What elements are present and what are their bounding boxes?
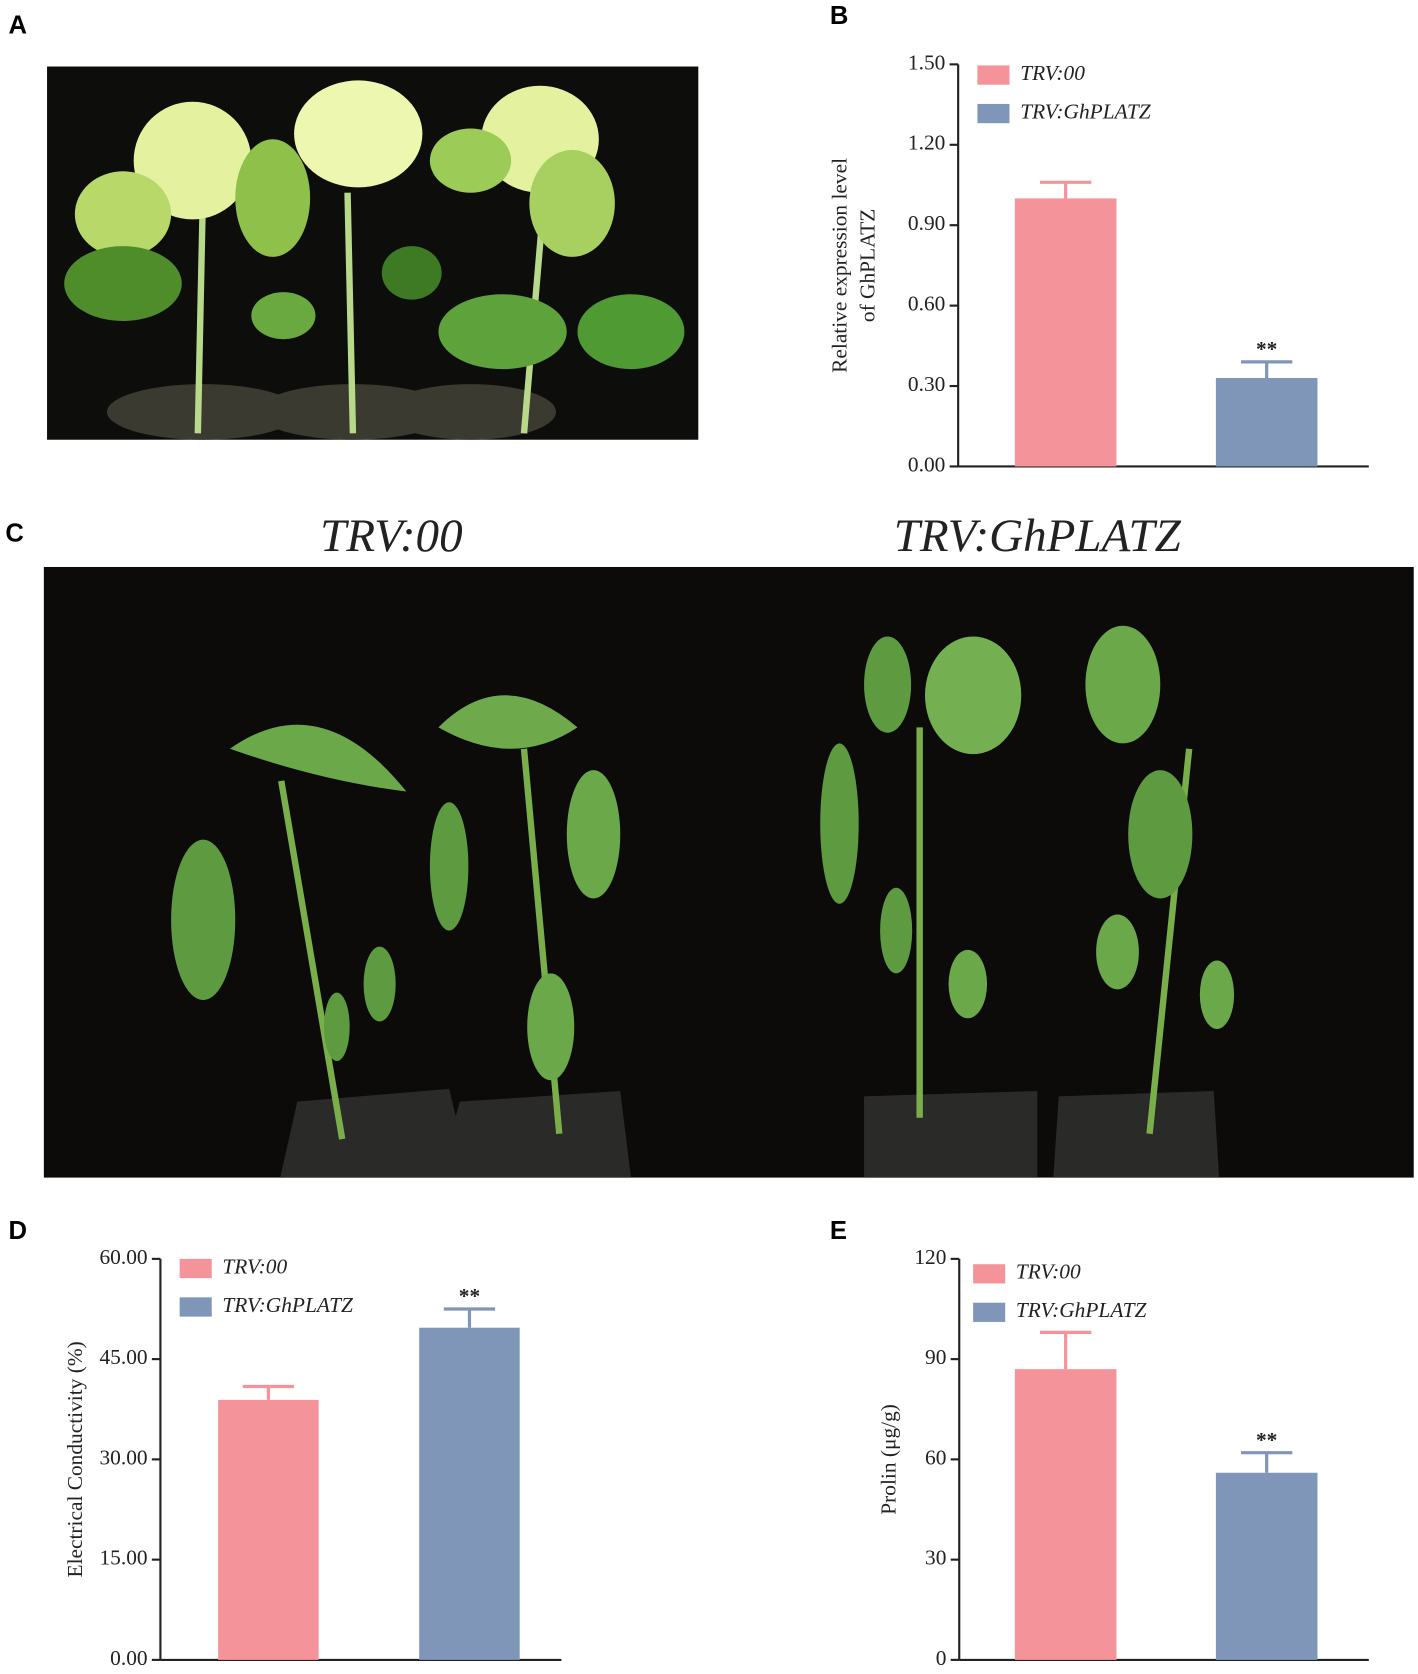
photo-a xyxy=(47,66,699,440)
y-tick-label: 30 xyxy=(925,1546,946,1570)
y-tick-label: 30.00 xyxy=(99,1445,147,1469)
y-tick-label: 0.60 xyxy=(908,292,945,316)
y-tick-label: 0.90 xyxy=(908,211,945,235)
bar xyxy=(1014,1369,1117,1660)
bar xyxy=(419,1327,520,1660)
bar xyxy=(1215,1472,1318,1660)
bar xyxy=(1215,378,1318,467)
y-tick-label: 1.20 xyxy=(908,131,945,155)
legend-swatch xyxy=(179,1258,212,1279)
panel-label: B xyxy=(830,2,849,30)
panel-label: C xyxy=(5,520,24,548)
panel-label: E xyxy=(830,1217,847,1245)
photo-title: TRV:00 xyxy=(320,510,462,562)
y-tick-label: 60.00 xyxy=(99,1245,147,1269)
bar xyxy=(1014,198,1117,467)
photo-title: TRV:GhPLATZ xyxy=(894,510,1182,562)
legend-swatch xyxy=(977,103,1010,124)
photo-c xyxy=(43,566,1414,1178)
y-axis-label: Prolin (μg/g) xyxy=(877,1404,901,1515)
legend-swatch xyxy=(973,1302,1006,1322)
significance: ** xyxy=(1256,1428,1277,1452)
legend-label: TRV:GhPLATZ xyxy=(1016,1298,1148,1322)
y-axis-label: of GhPLATZ xyxy=(855,209,879,322)
y-axis-label: Relative expression level xyxy=(828,158,852,373)
legend-label: TRV:GhPLATZ xyxy=(222,1293,354,1317)
legend-label: TRV:GhPLATZ xyxy=(1020,99,1152,123)
y-tick-label: 60 xyxy=(925,1445,946,1469)
panel-label: D xyxy=(9,1217,28,1245)
panel-label: A xyxy=(9,12,28,40)
legend-label: TRV:00 xyxy=(222,1254,287,1278)
legend-swatch xyxy=(977,65,1010,85)
legend-swatch xyxy=(179,1297,212,1317)
y-axis-label: Electrical Conductivity (%) xyxy=(63,1341,87,1577)
y-tick-label: 45.00 xyxy=(99,1345,147,1369)
legend-label: TRV:00 xyxy=(1020,61,1085,85)
y-tick-label: 15.00 xyxy=(99,1546,147,1570)
y-tick-label: 0.00 xyxy=(110,1646,147,1670)
y-tick-label: 0 xyxy=(936,1646,947,1670)
y-tick-label: 90 xyxy=(925,1345,946,1369)
y-tick-label: 1.50 xyxy=(908,50,945,74)
legend-swatch xyxy=(973,1264,1006,1284)
legend-label: TRV:00 xyxy=(1016,1260,1081,1284)
significance: ** xyxy=(1256,337,1277,361)
significance: ** xyxy=(459,1284,480,1308)
bar xyxy=(218,1399,319,1660)
y-tick-label: 0.30 xyxy=(908,372,945,396)
y-tick-label: 120 xyxy=(914,1245,946,1269)
y-tick-label: 0.00 xyxy=(908,452,945,476)
